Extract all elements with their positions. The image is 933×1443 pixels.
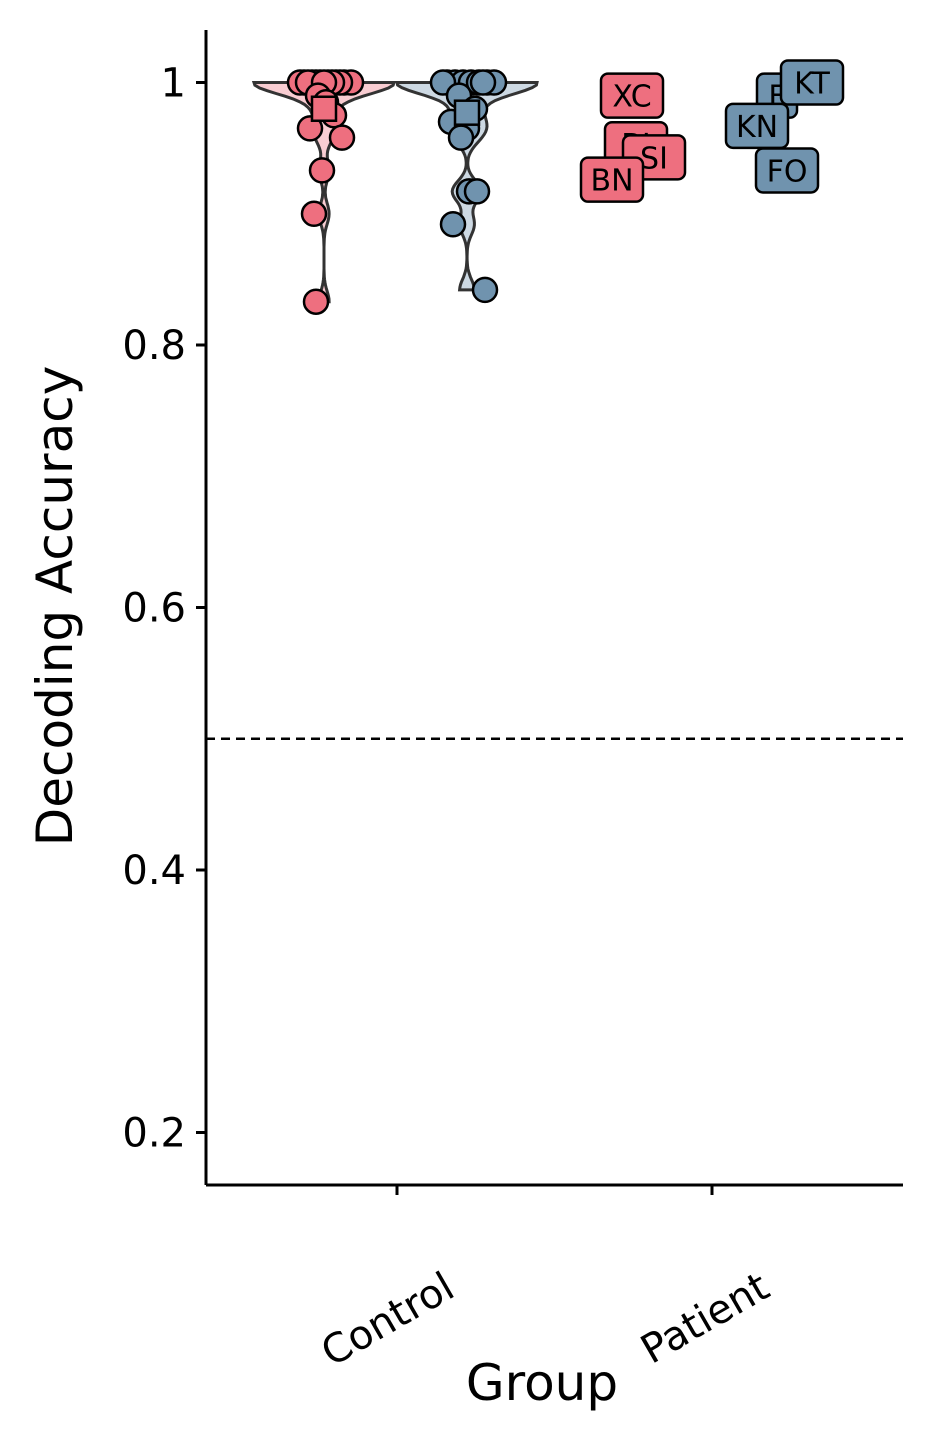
- patient-label-box: [599, 72, 665, 119]
- control-point-pink: [302, 288, 330, 315]
- patient-label-text: KN: [736, 110, 778, 145]
- y-tick-label: 0.8: [122, 323, 186, 369]
- patient-label-box: [579, 156, 645, 203]
- patient-label-KN: KN: [724, 102, 790, 150]
- control-point-blue: [471, 276, 499, 304]
- control-point-blue: [439, 211, 467, 238]
- violin-layer: [251, 81, 539, 304]
- control-point-blue: [463, 178, 491, 205]
- patient-label-layer: XCBISIBNFKTKNFO: [579, 59, 845, 203]
- patient-label-BN: BN: [579, 156, 645, 203]
- mean-marker-pink: [310, 95, 338, 122]
- y-tick-label: 0.2: [122, 1111, 186, 1157]
- patient-label-box: [779, 59, 845, 106]
- patient-label-box: [754, 147, 820, 194]
- patient-label-text: KT: [794, 67, 830, 102]
- patient-label-text: FO: [767, 154, 808, 189]
- patient-label-text: SI: [640, 141, 668, 176]
- y-tick-label: 1: [161, 61, 186, 107]
- patient-label-KT: KT: [779, 59, 845, 106]
- patient-label-text: BN: [590, 164, 633, 199]
- patient-label-box: [724, 102, 790, 150]
- x-tick-label: Control: [314, 1264, 462, 1376]
- patient-label-XC: XC: [599, 72, 665, 119]
- x-axis-title: Group: [466, 1354, 618, 1412]
- patient-label-text: XC: [612, 80, 651, 115]
- mean-marker-blue: [453, 99, 481, 126]
- axis-layer: 0.2 0.4 0.6 0.8 1 Control Patient: [122, 30, 903, 1376]
- control-point-pink: [308, 157, 336, 184]
- control-point-pink: [296, 115, 324, 142]
- violin-pink: [251, 81, 397, 304]
- patient-label-FO: FO: [754, 147, 820, 194]
- y-axis-title: Decoding Accuracy: [26, 366, 84, 847]
- control-point-blue: [469, 69, 497, 96]
- control-point-blue: [447, 124, 475, 151]
- x-tick-label: Patient: [633, 1264, 777, 1373]
- y-tick-label: 0.4: [122, 848, 186, 894]
- point-layer: [286, 69, 508, 315]
- control-point-pink: [328, 124, 356, 151]
- y-tick-label: 0.6: [122, 586, 186, 632]
- control-point-pink: [300, 200, 328, 228]
